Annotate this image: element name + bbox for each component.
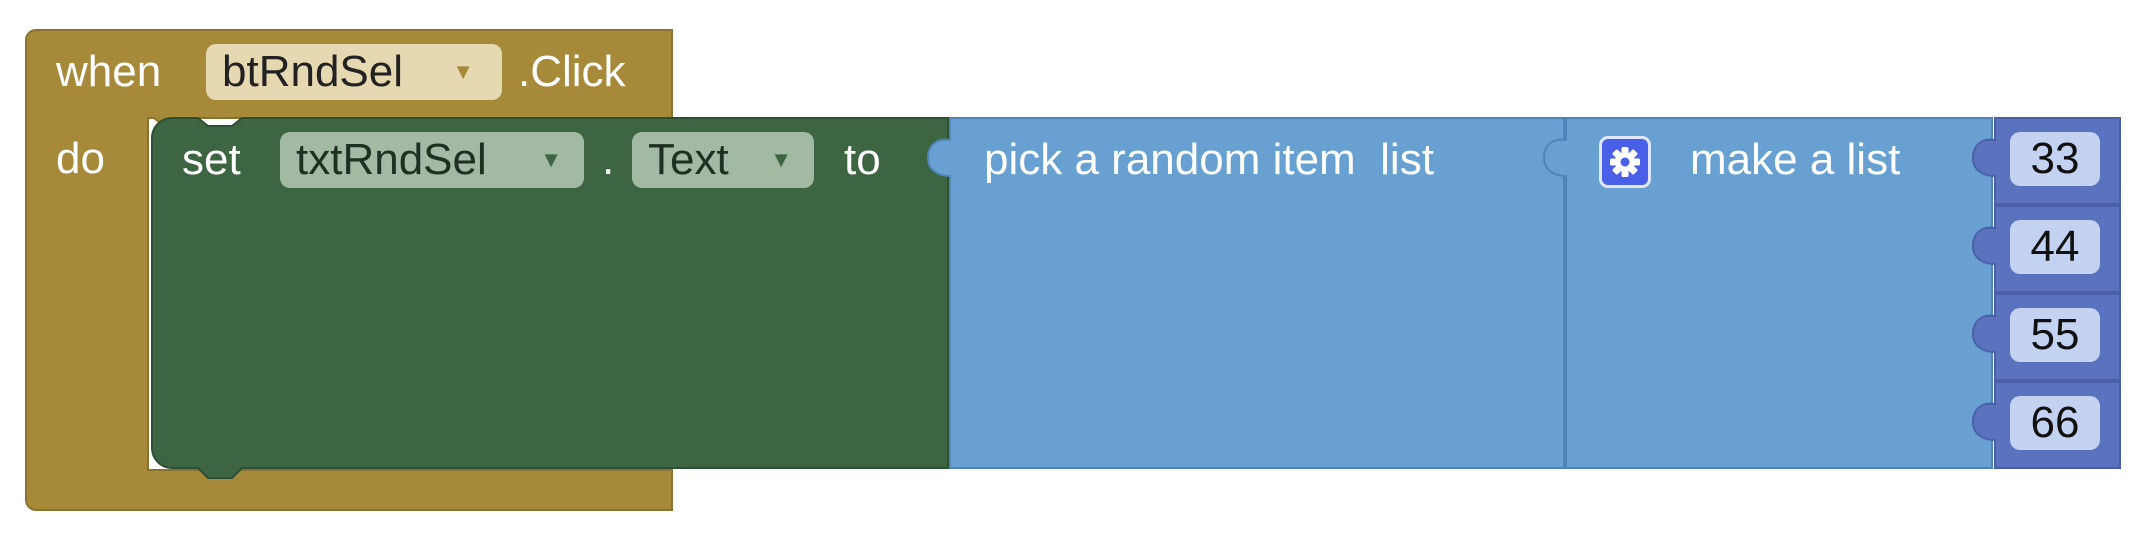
do-label: do [56,134,105,183]
gear-icon-glyph [1610,147,1640,177]
number-field-55[interactable]: 55 [2010,308,2100,362]
make-a-list-label: make a list [1690,135,1901,184]
dropdown-arrow-icon: ▼ [540,147,562,172]
when-label: when [56,47,162,96]
component-name: txtRndSel [296,135,487,184]
to-label: to [844,135,881,184]
set-label: set [182,135,241,184]
dot-separator: . [602,135,615,184]
number-field-44[interactable]: 44 [2010,220,2100,274]
component-dropdown-txtRndSel[interactable]: txtRndSel ▼ [280,132,584,188]
event-name-label: .Click [518,47,626,96]
number-field-66[interactable]: 66 [2010,396,2100,450]
property-dropdown-text[interactable]: Text ▼ [632,132,814,188]
make-a-list-block [1542,117,1993,469]
gear-icon[interactable] [1599,136,1651,188]
pick-random-item-block [926,117,1565,469]
dropdown-arrow-icon: ▼ [452,59,474,84]
set-text-block [151,117,949,479]
component-dropdown-btRndSel[interactable]: btRndSel ▼ [206,44,502,100]
number-field-33[interactable]: 33 [2010,132,2100,186]
pick-random-item-label: pick a random item list [984,135,1434,184]
component-name: btRndSel [222,47,404,96]
property-name: Text [648,135,729,184]
dropdown-arrow-icon: ▼ [770,147,792,172]
